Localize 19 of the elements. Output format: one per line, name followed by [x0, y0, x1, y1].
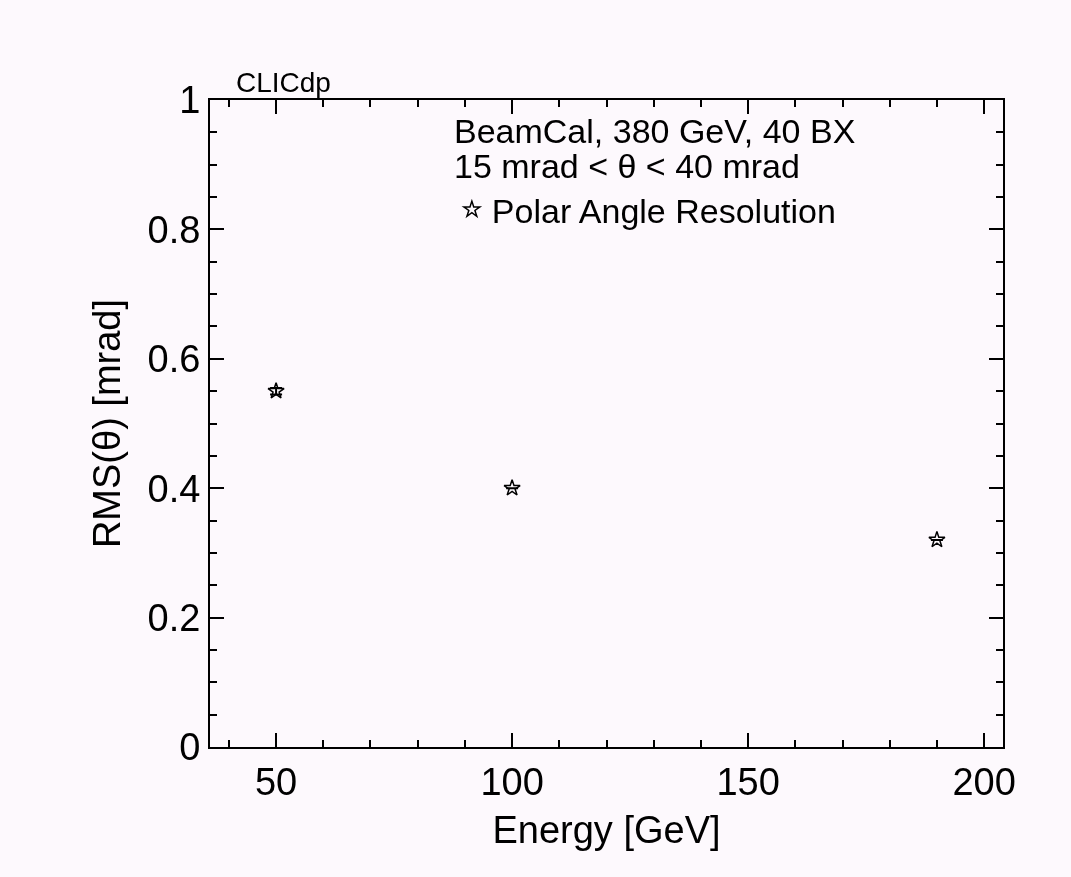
y-tick-label: 0.4 — [147, 467, 201, 510]
point — [267, 382, 285, 399]
x-tick-label: 100 — [480, 760, 544, 803]
y-axis-title: RMS(θ) [mrad] — [86, 298, 129, 549]
text: CLICdp — [236, 67, 331, 98]
x-tick-label: 50 — [254, 760, 298, 803]
y-tick-label: 0.8 — [147, 208, 201, 251]
x-axis-title: Energy [GeV] — [492, 809, 721, 852]
legend-label: Polar Angle Resolution — [491, 191, 836, 230]
x-tick-label: 200 — [952, 760, 1016, 803]
y-tick-label: 0 — [179, 726, 201, 769]
annotation: BeamCal, 380 GeV, 40 BX — [454, 112, 856, 150]
x-tick-label: 150 — [716, 760, 780, 803]
point — [928, 530, 946, 548]
annotation: 15 mrad < θ < 40 mrad — [454, 147, 800, 185]
y-tick-label: 1 — [179, 79, 201, 122]
point — [503, 479, 521, 496]
y-tick-label: 0.6 — [147, 338, 201, 381]
y-tick-label: 0.2 — [147, 596, 201, 639]
